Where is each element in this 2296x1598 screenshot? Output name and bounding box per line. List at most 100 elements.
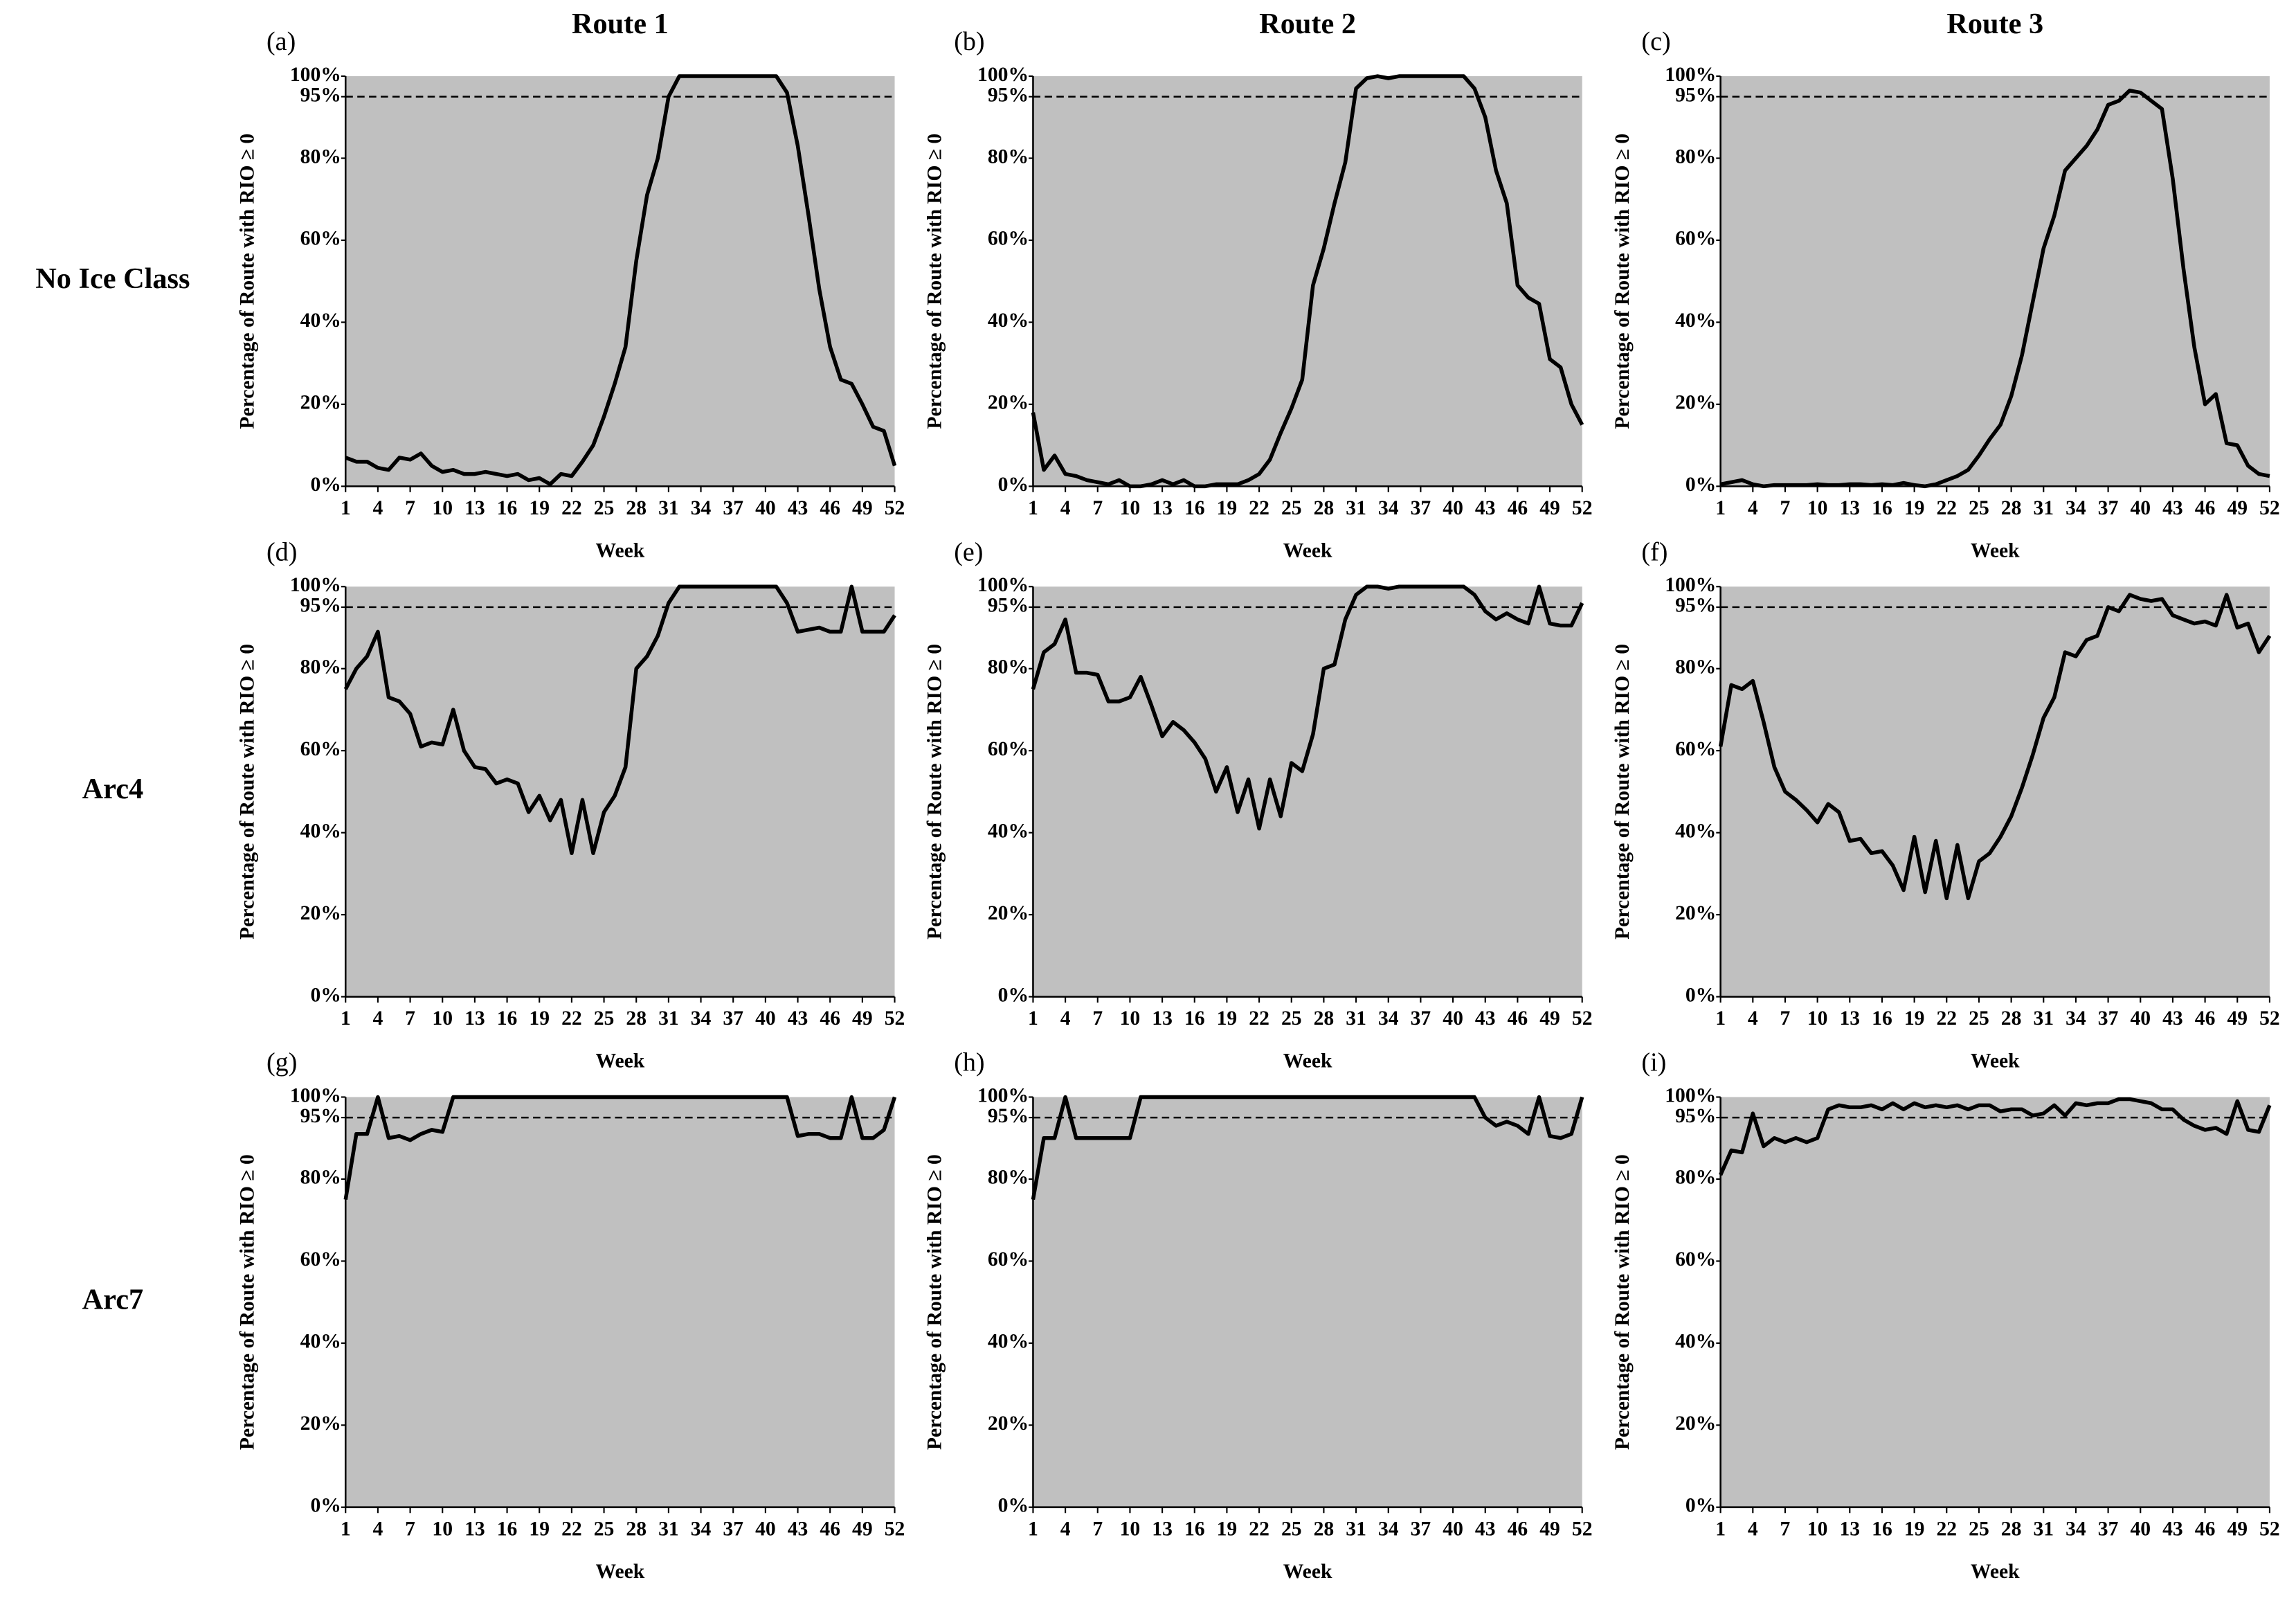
x-tick-label: 1 [1715, 1007, 1726, 1030]
x-tick-label: 7 [1780, 497, 1791, 519]
y-tick-label: 40% [1675, 309, 1716, 332]
x-axis-title: Week [596, 1050, 645, 1072]
y-tick-label: 20% [300, 392, 341, 414]
y-axis-title: Percentage of Route with RIO ≥ 0 [924, 644, 946, 940]
data-line [343, 584, 896, 856]
y-tick-label: 100% [290, 574, 341, 596]
x-tick-label: 13 [1839, 497, 1860, 519]
x-tick-label: 13 [1839, 1007, 1860, 1030]
y-tick-label: 40% [300, 1331, 341, 1353]
x-tick-label: 22 [1936, 1518, 1957, 1540]
x-tick-label: 46 [820, 497, 840, 519]
x-tick-label: 31 [1346, 497, 1366, 519]
row-title: No Ice Class [35, 262, 190, 295]
x-tick-label: 49 [2227, 497, 2248, 519]
plot-background [1720, 586, 2270, 997]
y-tick-label: 95% [300, 1105, 341, 1127]
x-tick-label: 19 [529, 497, 550, 519]
x-tick-label: 49 [1539, 1007, 1560, 1030]
row-title: Arc4 [82, 773, 143, 805]
x-tick-label: 7 [1780, 1007, 1791, 1030]
data-line [1031, 584, 1584, 831]
x-tick-label: 37 [2098, 1007, 2119, 1030]
x-tick-label: 25 [1281, 497, 1302, 519]
y-tick-label: 95% [988, 595, 1029, 617]
x-tick-label: 13 [1152, 497, 1173, 519]
x-tick-label: 43 [1475, 1518, 1496, 1540]
x-tick-label: 4 [1060, 1518, 1071, 1540]
plot-background [1033, 1097, 1582, 1507]
x-tick-label: 16 [1872, 1518, 1892, 1540]
y-tick-label: 40% [1675, 1331, 1716, 1353]
x-tick-label: 52 [885, 1007, 905, 1030]
x-tick-label: 4 [1748, 1007, 1758, 1030]
y-tick-label: 60% [988, 1248, 1029, 1271]
y-tick-label: 20% [1675, 1412, 1716, 1435]
x-tick-label: 7 [405, 1007, 415, 1030]
y-tick-label: 40% [300, 820, 341, 842]
x-tick-label: 52 [885, 497, 905, 519]
x-tick-label: 1 [1028, 1007, 1038, 1030]
y-tick-label: 100% [977, 574, 1029, 596]
x-tick-label: 28 [626, 1518, 647, 1540]
x-tick-label: 43 [2162, 1518, 2183, 1540]
plot-background [1033, 76, 1582, 487]
x-tick-label: 28 [2001, 1007, 2022, 1030]
x-tick-label: 25 [594, 497, 615, 519]
x-tick-label: 10 [1807, 1007, 1828, 1030]
x-tick-label: 31 [658, 1007, 679, 1030]
x-tick-label: 46 [1508, 1007, 1528, 1030]
x-tick-label: 46 [2195, 1007, 2216, 1030]
x-axis-title: Week [596, 539, 645, 562]
plot-background [1720, 76, 2270, 487]
x-tick-label: 22 [561, 497, 582, 519]
y-tick-label: 0% [310, 984, 341, 1006]
data-line [345, 74, 897, 487]
x-tick-label: 1 [1715, 1518, 1726, 1540]
x-tick-label: 34 [1378, 1007, 1399, 1030]
x-tick-label: 49 [2227, 1007, 2248, 1030]
x-tick-label: 28 [1314, 1007, 1335, 1030]
y-tick-label: 80% [1675, 1167, 1716, 1189]
x-tick-label: 52 [1572, 1007, 1593, 1030]
row-title: Arc7 [82, 1283, 143, 1316]
x-tick-label: 1 [341, 1518, 351, 1540]
plot-background [345, 1097, 895, 1507]
x-tick-label: 1 [1715, 497, 1726, 519]
x-tick-label: 13 [464, 497, 485, 519]
x-tick-label: 37 [723, 497, 743, 519]
y-axis-title: Percentage of Route with RIO ≥ 0 [236, 1154, 258, 1450]
y-tick-label: 80% [988, 656, 1029, 679]
x-tick-label: 31 [2033, 1518, 2054, 1540]
y-tick-label: 0% [998, 1495, 1029, 1517]
x-tick-label: 52 [1572, 1518, 1593, 1540]
y-axis-title: Percentage of Route with RIO ≥ 0 [924, 134, 946, 429]
data-line [1031, 74, 1584, 489]
x-tick-label: 1 [1028, 1518, 1038, 1540]
x-tick-label: 25 [1969, 1518, 1989, 1540]
x-tick-label: 37 [1411, 1007, 1431, 1030]
x-tick-label: 34 [691, 1518, 712, 1540]
x-tick-label: 46 [2195, 1518, 2216, 1540]
y-tick-label: 60% [1675, 228, 1716, 250]
x-tick-label: 34 [2066, 497, 2086, 519]
x-tick-label: 4 [1060, 497, 1071, 519]
x-tick-label: 25 [594, 1518, 615, 1540]
x-tick-label: 37 [1411, 497, 1431, 519]
panel-label: (e) [954, 537, 983, 566]
x-tick-label: 46 [1508, 497, 1528, 519]
y-axis-title: Percentage of Route with RIO ≥ 0 [924, 1154, 946, 1450]
x-tick-label: 28 [626, 1007, 647, 1030]
x-tick-label: 28 [2001, 1518, 2022, 1540]
y-tick-label: 40% [1675, 820, 1716, 842]
x-tick-label: 34 [691, 1007, 712, 1030]
panel-label: (i) [1641, 1048, 1666, 1077]
x-axis-title: Week [596, 1561, 645, 1583]
x-tick-label: 52 [2259, 1518, 2280, 1540]
x-tick-label: 46 [820, 1007, 840, 1030]
x-tick-label: 7 [405, 1518, 415, 1540]
x-tick-label: 16 [1872, 497, 1892, 519]
y-tick-label: 20% [300, 1412, 341, 1435]
y-tick-label: 95% [988, 1105, 1029, 1127]
